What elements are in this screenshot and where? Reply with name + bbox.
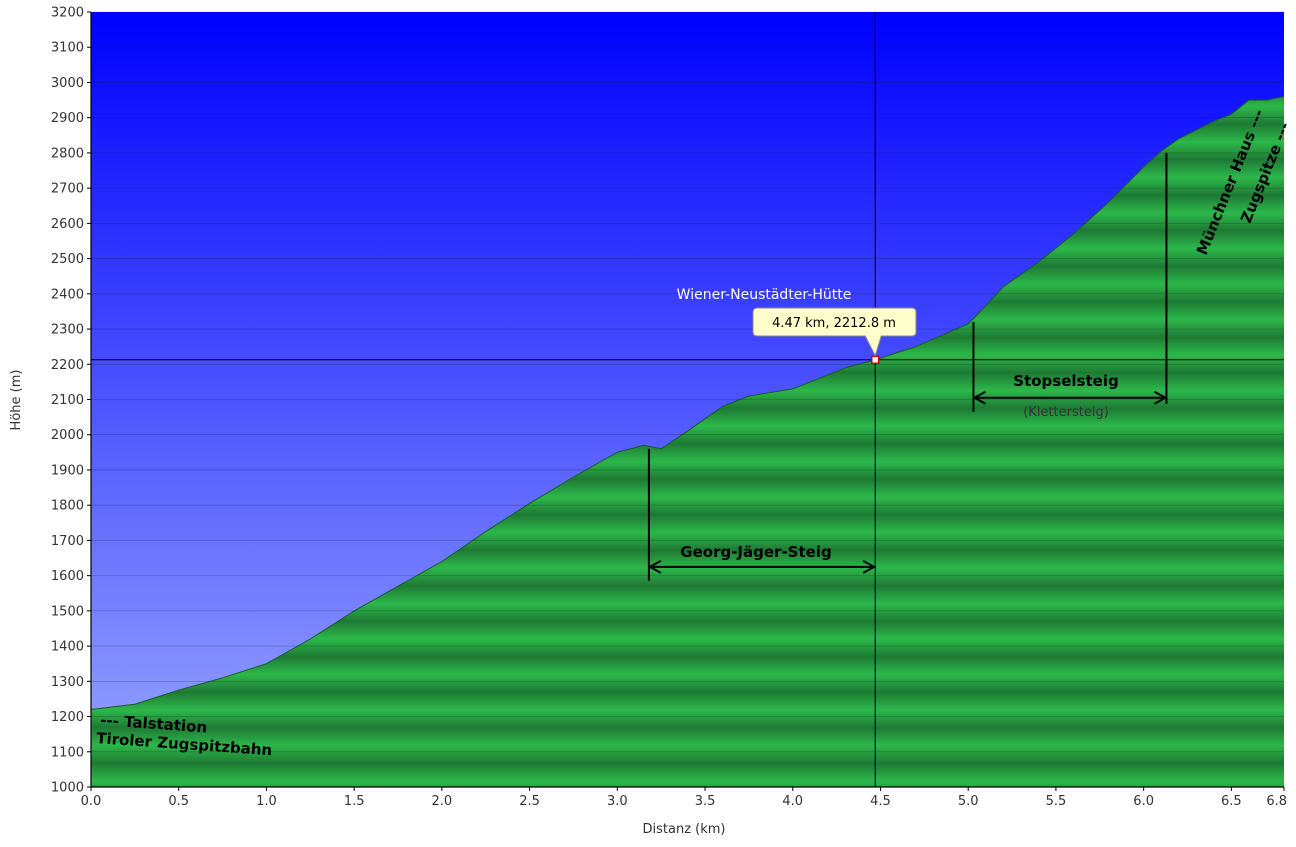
y-tick-label: 2000: [51, 428, 84, 443]
bracket-arrow-right: [862, 559, 877, 574]
y-tick-label: 1000: [51, 781, 84, 796]
y-tick-label: 1300: [51, 675, 84, 690]
y-tick-label: 2700: [51, 182, 84, 197]
x-tick-label: 2.0: [432, 794, 453, 809]
tick-labels: 1000 1100 1200 1300 1400 1500 1600 1700 1800 1900…: [51, 6, 1287, 810]
x-tick-label: 6.0: [1133, 794, 1154, 809]
y-tick-label: 1400: [51, 640, 84, 655]
x-tick-label: 0.0: [81, 794, 102, 809]
bracket-arrow-left: [647, 559, 662, 574]
klettersteig-label: (Klettersteig): [1023, 405, 1109, 420]
y-tick-label: 1700: [51, 534, 84, 549]
x-tick-label: 5.5: [1046, 794, 1067, 809]
crosshair-marker: [870, 355, 880, 365]
stopselsteig-label: Stopselsteig: [1013, 372, 1118, 390]
x-tick-label: 3.5: [695, 794, 716, 809]
y-tick-label: 1500: [51, 604, 84, 619]
x-tick-label: 1.0: [256, 794, 277, 809]
y-tick-label: 3000: [51, 76, 84, 91]
y-tick-label: 2900: [51, 111, 84, 126]
georg-jaeger-steig-label: Georg-Jäger-Steig: [680, 543, 831, 561]
y-tick-label: 3100: [51, 41, 84, 56]
x-tick-label: 4.5: [870, 794, 891, 809]
x-tick-label: 1.5: [344, 794, 365, 809]
tooltip-text: 4.47 km, 2212.8 m: [772, 316, 896, 331]
bracket-arrow-right: [1153, 390, 1168, 405]
y-tick-label: 1200: [51, 710, 84, 725]
wiener-neustaedter-huette-label: Wiener-Neustädter-Hütte: [677, 287, 852, 303]
y-tick-label: 1100: [51, 745, 84, 760]
x-tick-label: 6.8: [1266, 794, 1287, 809]
terrain-outline: [91, 96, 1284, 710]
y-tick-label: 3200: [51, 6, 84, 21]
x-axis-title: Distanz (km): [643, 822, 726, 837]
terrain-area: [91, 96, 1284, 787]
x-tick-label: 0.5: [168, 794, 189, 809]
x-tick-label: 6.5: [1221, 794, 1242, 809]
y-tick-label: 2800: [51, 146, 84, 161]
x-tick-label: 5.0: [958, 794, 979, 809]
y-tick-label: 1800: [51, 499, 84, 514]
y-tick-label: 2500: [51, 252, 84, 267]
stopselsteig-bracket: [972, 152, 1168, 412]
x-tick-label: 2.5: [519, 794, 540, 809]
y-tick-label: 2400: [51, 287, 84, 302]
tooltip: 4.47 km, 2212.8 m: [752, 307, 917, 358]
y-tick-label: 2300: [51, 323, 84, 338]
x-tick-label: 4.0: [782, 794, 803, 809]
tooltip-box: [752, 307, 917, 358]
y-tick-label: 2200: [51, 358, 84, 373]
georg-jaeger-steig-bracket: [647, 448, 877, 581]
route-brackets: [647, 152, 1168, 581]
x-tick-label: 3.0: [607, 794, 628, 809]
y-tick-label: 2100: [51, 393, 84, 408]
y-axis-title: Höhe (m): [9, 370, 24, 431]
bracket-arrow-left: [972, 390, 986, 405]
y-tick-label: 1600: [51, 569, 84, 584]
y-tick-label: 2600: [51, 217, 84, 232]
y-tick-label: 1900: [51, 463, 84, 478]
